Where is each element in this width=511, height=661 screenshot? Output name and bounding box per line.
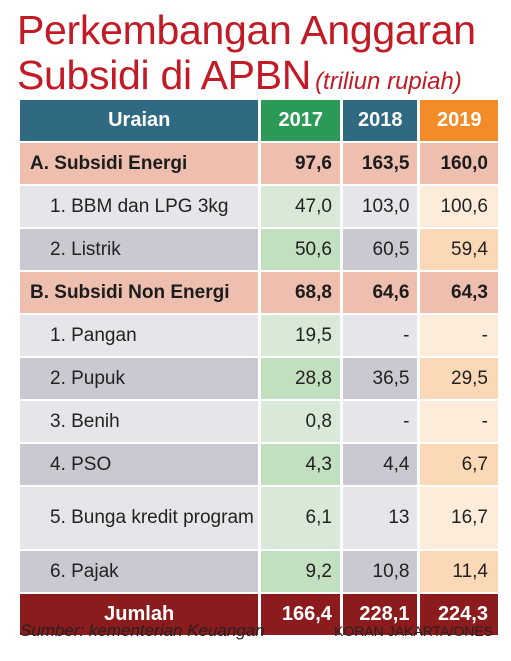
table-row-bunga-kredit: 5. Bunga kredit program 6,1 13 16,7 <box>20 487 498 549</box>
table-row-benih: 3. Benih 0,8 - - <box>20 401 498 442</box>
row-label: 2. Pupuk <box>20 358 259 399</box>
value-2017: 97,6 <box>261 143 340 184</box>
value-2017: 47,0 <box>261 186 340 227</box>
value-2017: 6,1 <box>261 487 340 549</box>
title-line-2-text: Subsidi di APBN <box>17 52 312 98</box>
table-row-pupuk: 2. Pupuk 28,8 36,5 29,5 <box>20 358 498 399</box>
row-label: 5. Bunga kredit program <box>20 487 259 549</box>
table-row-subsidi-energi: A. Subsidi Energi 97,6 163,5 160,0 <box>20 143 498 184</box>
table-row-bbm-lpg: 1. BBM dan LPG 3kg 47,0 103,0 100,6 <box>20 186 498 227</box>
table-row-pajak: 6. Pajak 9,2 10,8 11,4 <box>20 551 498 592</box>
value-2018: 64,6 <box>342 272 418 313</box>
value-2017: 68,8 <box>261 272 340 313</box>
value-2018: 10,8 <box>342 551 418 592</box>
row-label: 6. Pajak <box>20 551 259 592</box>
row-label: 1. Pangan <box>20 315 259 356</box>
total-label: Jumlah <box>20 594 259 635</box>
header-cell-2017: 2017 <box>261 100 340 141</box>
value-2018: 163,5 <box>342 143 418 184</box>
value-2018: - <box>342 315 418 356</box>
value-2019: 160,0 <box>420 143 498 184</box>
title-line-2: Subsidi di APBN (triliun rupiah) <box>17 53 476 104</box>
table-row-subsidi-non-energi: B. Subsidi Non Energi 68,8 64,6 64,3 <box>20 272 498 313</box>
credit-note: KORAN JAKARTA/ONES <box>334 623 493 639</box>
value-2019: 59,4 <box>420 229 498 270</box>
value-2017: 4,3 <box>261 444 340 485</box>
source-note: Sumber: kementerian Keuangan <box>20 621 265 640</box>
value-2017: 0,8 <box>261 401 340 442</box>
row-label: 2. Listrik <box>20 229 259 270</box>
value-2017: 19,5 <box>261 315 340 356</box>
value-2019: 64,3 <box>420 272 498 313</box>
total-row: Jumlah 166,4 228,1 224,3 <box>20 594 498 635</box>
row-label: 3. Benih <box>20 401 259 442</box>
value-2018: 36,5 <box>342 358 418 399</box>
chart-title: Perkembangan Anggaran Subsidi di APBN (tr… <box>17 8 476 104</box>
value-2019: 100,6 <box>420 186 498 227</box>
value-2018: 4,4 <box>342 444 418 485</box>
value-2018: 60,5 <box>342 229 418 270</box>
value-2018: - <box>342 401 418 442</box>
value-2019: - <box>420 315 498 356</box>
header-cell-2018: 2018 <box>342 100 418 141</box>
value-2019: 16,7 <box>420 487 498 549</box>
value-2018: 103,0 <box>342 186 418 227</box>
unit-label: (triliun rupiah) <box>315 68 462 95</box>
total-2017: 166,4 <box>261 594 340 635</box>
total-2018: 228,1 <box>342 594 418 635</box>
title-line-1: Perkembangan Anggaran <box>17 7 476 53</box>
value-2017: 9,2 <box>261 551 340 592</box>
table-row-pso: 4. PSO 4,3 4,4 6,7 <box>20 444 498 485</box>
row-label: 4. PSO <box>20 444 259 485</box>
value-2019: - <box>420 401 498 442</box>
table-row-pangan: 1. Pangan 19,5 - - <box>20 315 498 356</box>
header-cell-2019: 2019 <box>420 100 498 141</box>
header-cell-label: Uraian <box>20 100 259 141</box>
value-2018: 13 <box>342 487 418 549</box>
row-label: 1. BBM dan LPG 3kg <box>20 186 259 227</box>
row-label: B. Subsidi Non Energi <box>20 272 259 313</box>
value-2019: 6,7 <box>420 444 498 485</box>
value-2019: 29,5 <box>420 358 498 399</box>
value-2017: 50,6 <box>261 229 340 270</box>
total-2019: 224,3 <box>420 594 498 635</box>
subsidy-table: Uraian 2017 2018 2019 A. Subsidi Energi … <box>20 100 498 635</box>
row-label: A. Subsidi Energi <box>20 143 259 184</box>
table-row-listrik: 2. Listrik 50,6 60,5 59,4 <box>20 229 498 270</box>
value-2017: 28,8 <box>261 358 340 399</box>
header-row: Uraian 2017 2018 2019 <box>20 100 498 141</box>
value-2019: 11,4 <box>420 551 498 592</box>
